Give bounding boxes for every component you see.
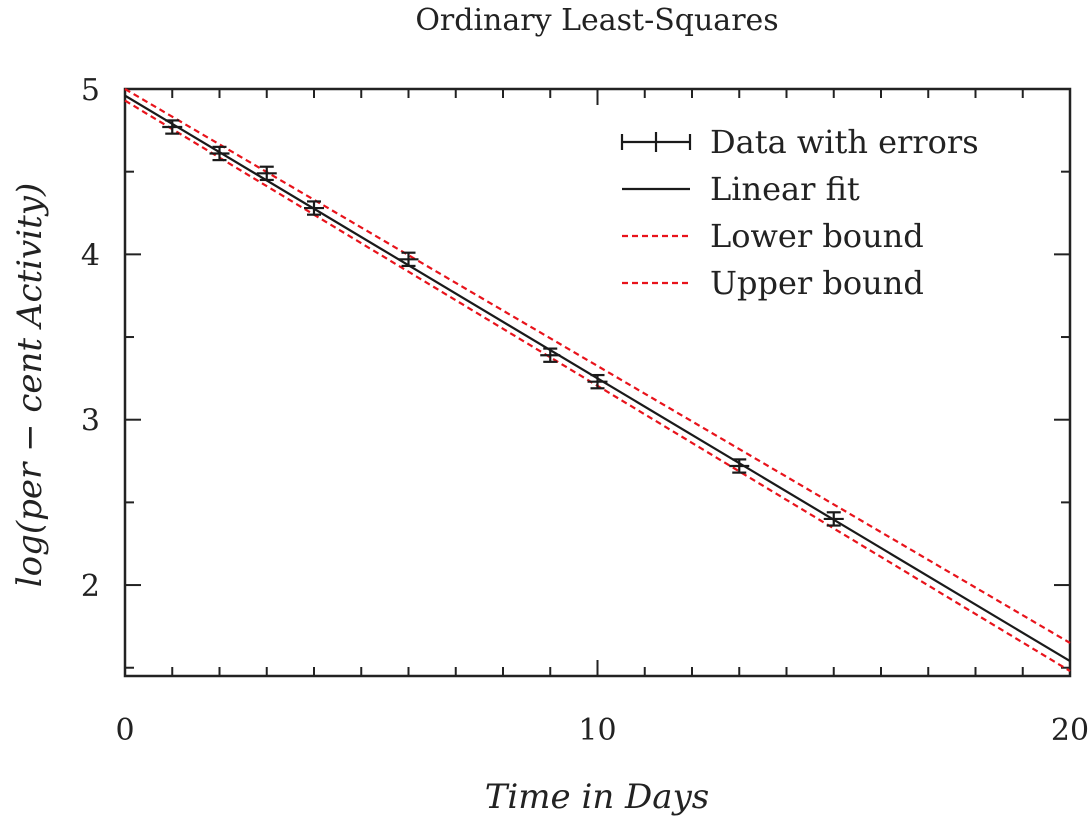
legend-item-lower-bound: Lower bound [622,217,924,255]
x-tick-label: 10 [578,713,616,748]
data-point [729,458,750,474]
chart-title: Ordinary Least-Squares [415,3,778,38]
legend-label: Lower bound [710,217,924,255]
data-point [398,251,419,268]
tick-labels: 0 10 20 2 3 4 5 [81,73,1089,748]
legend-label: Linear fit [710,170,860,208]
x-axis-label: Time in Days [485,777,710,817]
x-tick-label: 20 [1051,713,1089,748]
legend-label: Data with errors [710,123,979,161]
legend-label: Upper bound [710,264,924,302]
data-point [256,165,277,182]
y-tick-label: 5 [81,73,100,108]
data-point [209,145,230,162]
y-tick-label: 2 [81,569,100,604]
legend-item-linear-fit: Linear fit [622,170,860,208]
data-point [823,511,844,527]
y-axis-label: log(per − cent Activity) [10,183,50,588]
legend: Data with errors Linear fit Lower bound Upp… [620,123,979,302]
x-tick-label: 0 [115,713,134,748]
legend-item-data-with-errors: Data with errors [620,123,979,161]
data-point [162,119,183,135]
data-point [540,347,561,363]
data-point [304,200,324,216]
data-point [587,373,608,390]
axis-ticks [124,88,1071,676]
y-tick-label: 4 [81,238,100,273]
upper-bound-line [124,88,1071,644]
y-tick-label: 3 [81,404,100,439]
legend-item-upper-bound: Upper bound [622,264,924,302]
data-points [162,119,844,527]
